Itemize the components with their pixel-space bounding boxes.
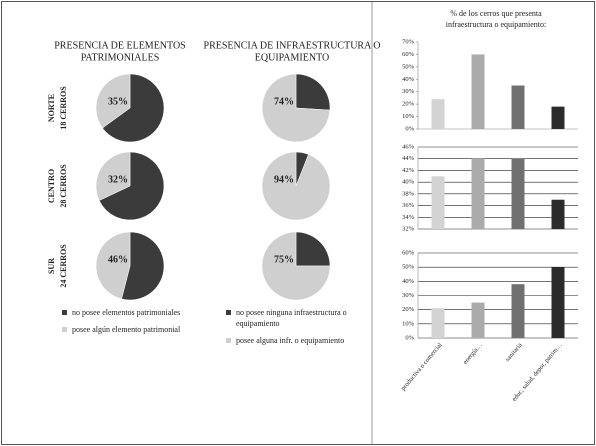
legend-label: posee algún elemento patrimonial — [72, 325, 181, 334]
row-label: 28 CERROS — [59, 164, 68, 208]
y-tick-label: 60% — [402, 51, 415, 58]
pie-slice — [95, 151, 131, 201]
pie-title: PRESENCIA DE INFRAESTRUCTURA O — [204, 40, 381, 51]
y-tick-label: 40% — [402, 76, 415, 83]
legend-label: no posee ninguna infraestructura o — [236, 308, 347, 317]
y-tick-label: 60% — [402, 249, 415, 256]
y-tick-label: 44% — [402, 155, 415, 162]
pie-slice — [95, 73, 131, 129]
pie-slice — [261, 151, 331, 221]
x-tick-label: productiva o comercial — [400, 342, 444, 393]
y-tick-label: 70% — [402, 38, 415, 45]
y-tick-label: 0% — [405, 125, 414, 132]
legend-swatch — [226, 310, 231, 315]
legend-swatch — [226, 338, 231, 343]
y-tick-label: 32% — [402, 225, 415, 232]
pie-slice — [121, 231, 165, 301]
bar — [511, 158, 525, 229]
legend-swatch — [62, 310, 67, 315]
pie-title: EQUIPAMIENTO — [255, 52, 329, 63]
y-tick-label: 30% — [402, 292, 415, 299]
y-tick-label: 30% — [402, 88, 415, 95]
y-tick-label: 10% — [402, 320, 415, 327]
bar — [551, 267, 565, 338]
y-tick-label: 50% — [402, 63, 415, 70]
pie-slice — [295, 231, 331, 267]
bar — [431, 176, 445, 229]
pie-slice — [295, 73, 331, 111]
y-tick-label: 20% — [402, 101, 415, 108]
y-tick-label: 34% — [402, 214, 415, 221]
y-tick-label: 0% — [405, 334, 414, 341]
bar — [431, 308, 445, 338]
row-label: SUR — [47, 258, 56, 274]
y-tick-label: 10% — [402, 113, 415, 120]
row-label: CENTRO — [47, 169, 56, 203]
y-tick-label: 50% — [402, 264, 415, 271]
pie-label: 94% — [274, 174, 294, 185]
x-tick-label: sanitaria — [504, 342, 524, 363]
y-tick-label: 46% — [402, 143, 415, 150]
y-tick-label: 36% — [402, 202, 415, 209]
pie-slice — [261, 73, 331, 143]
pie-label: 32% — [108, 174, 128, 185]
bar — [511, 85, 525, 129]
pie-title: PRESENCIA DE ELEMENTOS — [54, 40, 186, 51]
y-tick-label: 42% — [402, 167, 415, 174]
pie-label: 46% — [108, 254, 128, 265]
y-tick-label: 38% — [402, 190, 415, 197]
pie-label: 75% — [274, 254, 294, 265]
bar — [511, 284, 525, 338]
bar — [551, 199, 565, 229]
pie-slice — [261, 231, 331, 301]
y-tick-label: 40% — [402, 278, 415, 285]
y-tick-label: 20% — [402, 306, 415, 313]
bar — [471, 302, 485, 338]
row-label: 24 CERROS — [59, 244, 68, 288]
bar-title: infraestructura o equipamiento: — [446, 20, 546, 29]
legend-swatch — [62, 327, 67, 332]
row-label: 18 CERROS — [59, 86, 68, 130]
row-label: NORTE — [47, 94, 56, 122]
pie-label: 74% — [274, 96, 294, 107]
x-tick-label: energía… — [462, 342, 484, 366]
bar — [431, 99, 445, 129]
bar — [471, 54, 485, 129]
pie-slice — [102, 73, 165, 143]
pie-label: 35% — [108, 96, 128, 107]
legend-label: posee alguna infr. o equipamiento — [236, 336, 344, 345]
pie-title: PATRIMONIALES — [81, 52, 160, 63]
bar-title: % de los cerros que presenta — [450, 9, 542, 18]
pie-slice — [98, 151, 165, 221]
legend-label: equipamiento — [236, 319, 280, 328]
bar — [471, 158, 485, 229]
pie-slice — [95, 231, 131, 300]
y-tick-label: 40% — [402, 179, 415, 186]
legend-label: no posee elementos patrimoniales — [72, 308, 180, 317]
bar — [551, 106, 565, 129]
